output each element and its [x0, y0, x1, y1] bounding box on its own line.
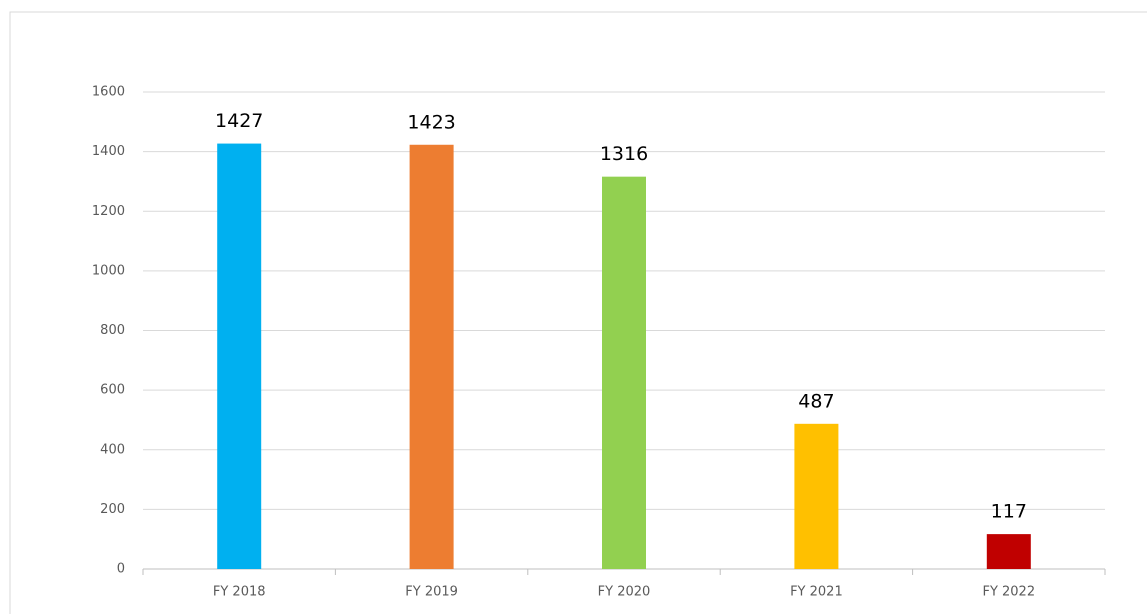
data-label: 1423 [407, 111, 455, 133]
bar [602, 176, 646, 570]
data-label: 1316 [600, 143, 648, 165]
data-label: 117 [991, 501, 1027, 523]
bar [986, 534, 1031, 569]
y-tick-label: 1600 [92, 85, 125, 100]
chart-frame [9, 11, 1147, 614]
x-tick-label: FY 2021 [790, 585, 843, 600]
y-tick-label: 1000 [92, 263, 125, 278]
y-tick-label: 1400 [92, 144, 125, 159]
y-tick-label: 400 [100, 442, 125, 457]
data-label: 487 [798, 390, 834, 412]
y-tick-label: 800 [100, 323, 125, 338]
x-tick-label: FY 2018 [213, 585, 266, 600]
x-tick-label: FY 2020 [598, 585, 651, 600]
x-tick-label: FY 2019 [405, 585, 458, 600]
y-tick-label: 200 [100, 502, 125, 517]
data-label: 1427 [215, 110, 263, 132]
y-tick-label: 0 [117, 562, 125, 577]
bar [794, 423, 839, 569]
y-tick-label: 600 [100, 383, 125, 398]
x-tick-label: FY 2022 [982, 585, 1035, 600]
y-tick-label: 1200 [92, 204, 125, 219]
bar [409, 144, 454, 569]
bar [217, 143, 262, 569]
